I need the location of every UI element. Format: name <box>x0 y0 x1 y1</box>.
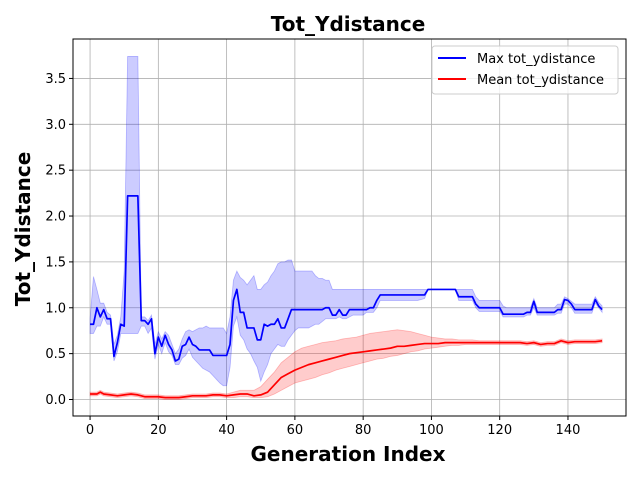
chart-title: Tot_Ydistance <box>271 12 426 36</box>
y-axis-ticks: 0.0 0.5 1.0 1.5 2.0 2.5 3.0 3.5 <box>45 72 73 408</box>
series-line-mean <box>90 339 603 399</box>
series-line-max <box>90 195 603 362</box>
x-tick-label: 0 <box>86 423 94 438</box>
x-tick-label: 60 <box>287 423 304 438</box>
series-lines <box>90 195 603 399</box>
y-tick-label: 2.0 <box>45 210 66 225</box>
x-tick-label: 40 <box>218 423 235 438</box>
band-mean <box>89 329 603 400</box>
y-tick-label: 1.5 <box>45 255 66 270</box>
plot-frame <box>72 38 627 417</box>
x-tick-label: 80 <box>355 423 372 438</box>
x-tick-label: 20 <box>150 423 167 438</box>
y-tick-label: 1.0 <box>45 301 66 316</box>
x-axis-label: Generation Index <box>251 442 446 466</box>
x-tick-label: 120 <box>487 423 512 438</box>
y-tick-label: 0.0 <box>45 393 66 408</box>
x-tick-label: 140 <box>556 423 581 438</box>
legend-box <box>431 45 619 95</box>
y-tick-label: 2.5 <box>45 164 66 179</box>
x-axis-ticks: 0 20 40 60 80 100 120 140 <box>86 416 580 438</box>
x-tick-label: 100 <box>419 423 444 438</box>
y-tick-label: 0.5 <box>45 347 66 362</box>
confidence-bands <box>89 56 603 400</box>
legend-label-mean: Mean tot_ydistance <box>477 73 604 88</box>
y-axis-label: Tot_Ydistance <box>11 152 35 307</box>
y-tick-label: 3.0 <box>45 118 66 133</box>
legend: Max tot_ydistance Mean tot_ydistance <box>431 45 619 95</box>
y-tick-label: 3.5 <box>45 72 66 87</box>
legend-label-max: Max tot_ydistance <box>477 52 595 67</box>
band-max <box>89 56 603 387</box>
